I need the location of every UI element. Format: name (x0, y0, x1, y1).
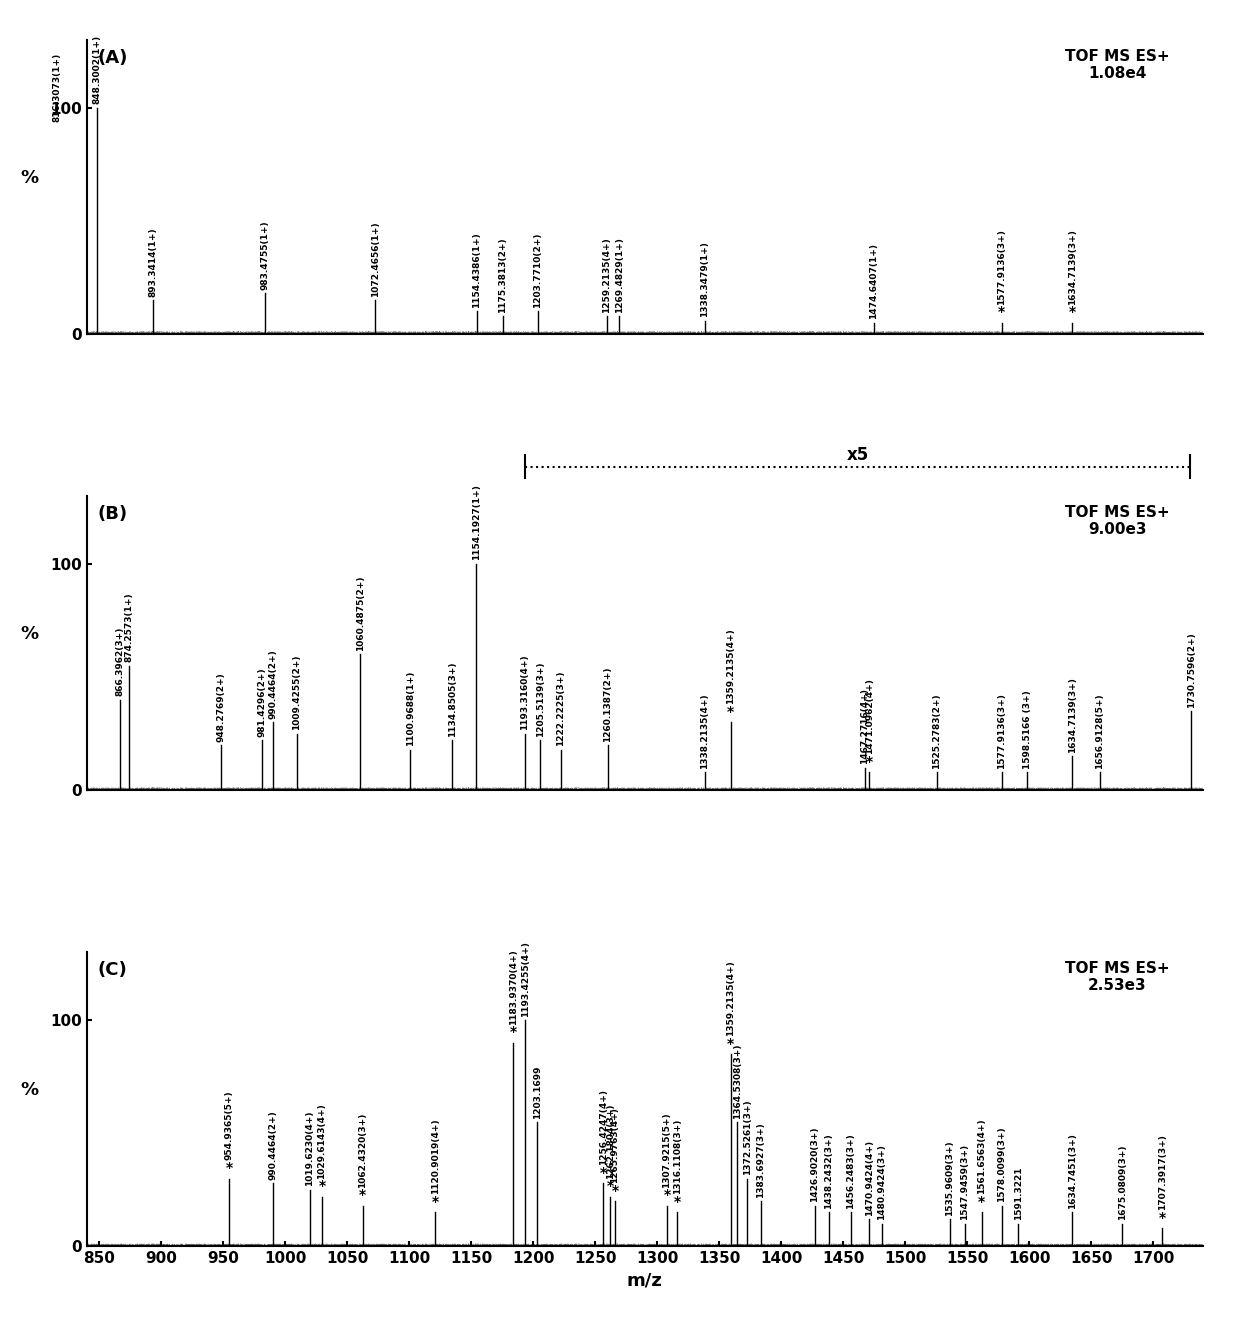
Text: 1456.2483(3+): 1456.2483(3+) (847, 1134, 856, 1209)
Text: 1316.1108(3+): 1316.1108(3+) (672, 1119, 682, 1195)
Text: 1675.0809(3+): 1675.0809(3+) (1117, 1144, 1127, 1220)
Text: 1072.4656(1+): 1072.4656(1+) (371, 221, 379, 297)
Text: 816.3073(1+): 816.3073(1+) (53, 53, 62, 122)
Text: 1175.3813(2+): 1175.3813(2+) (498, 237, 507, 313)
Text: *: * (727, 705, 734, 719)
Text: 1134.8505(3+): 1134.8505(3+) (448, 662, 456, 737)
Text: 954.9365(5+): 954.9365(5+) (224, 1091, 234, 1160)
Text: 1203.1699: 1203.1699 (533, 1065, 542, 1119)
Text: 1203.7710(2+): 1203.7710(2+) (533, 232, 542, 308)
Y-axis label: %: % (20, 168, 38, 187)
Text: *: * (226, 1162, 233, 1175)
Text: 1561.6563(4+): 1561.6563(4+) (977, 1119, 986, 1195)
Text: 1578.0099(3+): 1578.0099(3+) (997, 1127, 1007, 1203)
Y-axis label: %: % (20, 1081, 38, 1099)
Text: 1029.6143(4+): 1029.6143(4+) (317, 1103, 326, 1179)
Text: *: * (663, 1188, 671, 1203)
Text: TOF MS ES+
1.08e4: TOF MS ES+ 1.08e4 (1065, 49, 1169, 81)
Text: 1535.9609(3+): 1535.9609(3+) (945, 1140, 955, 1216)
Text: 1120.9019(4+): 1120.9019(4+) (430, 1119, 440, 1195)
Text: *: * (978, 1195, 986, 1209)
Text: 1634.7139(3+): 1634.7139(3+) (1068, 678, 1076, 753)
Text: 1338.2135(4+): 1338.2135(4+) (701, 693, 709, 769)
Text: 1193.4255(4+): 1193.4255(4+) (521, 940, 529, 1017)
Text: 1547.9459(3+): 1547.9459(3+) (960, 1144, 970, 1220)
Y-axis label: %: % (20, 625, 38, 643)
Text: 1259.2135(4+): 1259.2135(4+) (603, 237, 611, 313)
Text: 1359.2135(4+): 1359.2135(4+) (727, 629, 735, 704)
Text: 1019.6230(4+): 1019.6230(4+) (305, 1111, 314, 1187)
Text: (A): (A) (98, 49, 128, 66)
Text: *: * (1159, 1211, 1166, 1225)
Text: 1426.9020(3+): 1426.9020(3+) (810, 1127, 820, 1203)
Text: 1265.9763(4+): 1265.9763(4+) (610, 1107, 620, 1183)
Text: 1634.7451(3+): 1634.7451(3+) (1068, 1134, 1076, 1209)
Text: 1062.4320(3+): 1062.4320(3+) (358, 1113, 367, 1188)
Text: 1470.9424(4+): 1470.9424(4+) (864, 1140, 874, 1216)
Text: 1262.1804(3+): 1262.1804(3+) (606, 1103, 615, 1179)
Text: 848.3002(1+): 848.3002(1+) (93, 36, 102, 105)
Text: 983.4755(1+): 983.4755(1+) (260, 220, 269, 290)
Text: 990.4464(2+): 990.4464(2+) (269, 1110, 278, 1180)
Text: x5: x5 (847, 446, 868, 464)
Text: 893.3414(1+): 893.3414(1+) (149, 227, 157, 297)
Text: *: * (1069, 305, 1076, 320)
Text: 1100.9688(1+): 1100.9688(1+) (405, 671, 415, 747)
Text: TOF MS ES+
9.00e3: TOF MS ES+ 9.00e3 (1065, 505, 1169, 537)
Text: 1307.9215(5+): 1307.9215(5+) (662, 1113, 672, 1188)
Text: *: * (606, 1179, 614, 1193)
Text: (C): (C) (98, 961, 128, 979)
Text: 981.4296(2+): 981.4296(2+) (258, 667, 267, 737)
Text: *: * (319, 1179, 325, 1193)
Text: 1730.7596(2+): 1730.7596(2+) (1187, 633, 1195, 708)
Text: TOF MS ES+
2.53e3: TOF MS ES+ 2.53e3 (1065, 961, 1169, 993)
Text: *: * (727, 1037, 734, 1050)
Text: *: * (673, 1195, 681, 1209)
Text: 1009.4255(2+): 1009.4255(2+) (293, 655, 301, 731)
Text: 1338.3479(1+): 1338.3479(1+) (701, 241, 709, 317)
Text: *: * (360, 1188, 366, 1203)
Text: *: * (998, 305, 1006, 320)
Text: (B): (B) (98, 505, 128, 522)
Text: 990.4464(2+): 990.4464(2+) (269, 650, 278, 719)
Text: 866.3962(3+): 866.3962(3+) (115, 627, 124, 696)
Text: 1577.9136(3+): 1577.9136(3+) (997, 229, 1007, 305)
Text: 948.2769(2+): 948.2769(2+) (217, 672, 226, 741)
Text: 1060.4875(2+): 1060.4875(2+) (356, 575, 365, 651)
Text: 1467.2716(4+): 1467.2716(4+) (861, 688, 869, 764)
Text: 1154.4386(1+): 1154.4386(1+) (472, 232, 481, 308)
Text: *: * (600, 1166, 606, 1180)
Text: 1656.9128(5+): 1656.9128(5+) (1095, 693, 1105, 769)
Text: 1591.3221: 1591.3221 (1014, 1167, 1023, 1220)
Text: 1183.9370(4+): 1183.9370(4+) (508, 949, 518, 1025)
Text: 1634.7139(3+): 1634.7139(3+) (1068, 229, 1076, 305)
Text: 1193.3160(4+): 1193.3160(4+) (521, 655, 529, 731)
Text: 1480.9424(3+): 1480.9424(3+) (877, 1144, 887, 1220)
Text: 1269.4829(1+): 1269.4829(1+) (615, 237, 624, 313)
Text: 1471.0962(4+): 1471.0962(4+) (864, 678, 874, 754)
Text: 1383.6927(3+): 1383.6927(3+) (756, 1122, 765, 1197)
Text: 1707.3917(3+): 1707.3917(3+) (1158, 1134, 1167, 1211)
X-axis label: m/z: m/z (627, 1272, 662, 1290)
Text: 1438.2432(3+): 1438.2432(3+) (825, 1134, 833, 1209)
Text: *: * (611, 1184, 619, 1197)
Text: 1364.5308(3+): 1364.5308(3+) (733, 1044, 742, 1119)
Text: 1577.9136(3+): 1577.9136(3+) (997, 693, 1007, 769)
Text: 1359.2135(4+): 1359.2135(4+) (727, 960, 735, 1036)
Text: *: * (866, 754, 873, 769)
Text: *: * (510, 1025, 517, 1040)
Text: 1154.1927(1+): 1154.1927(1+) (472, 484, 481, 561)
Text: 1474.6407(1+): 1474.6407(1+) (869, 244, 878, 320)
Text: 1222.2225(3+): 1222.2225(3+) (557, 671, 565, 747)
Text: 1256.4247(4+): 1256.4247(4+) (599, 1089, 608, 1166)
Text: 1525.2783(2+): 1525.2783(2+) (932, 693, 941, 769)
Text: *: * (432, 1195, 439, 1209)
Text: 874.2573(1+): 874.2573(1+) (125, 593, 134, 663)
Text: 1598.5166 (3+): 1598.5166 (3+) (1023, 690, 1032, 769)
Text: 1205.5139(3+): 1205.5139(3+) (536, 662, 544, 737)
Text: 1260.1387(2+): 1260.1387(2+) (604, 666, 613, 741)
Text: 1372.5261(3+): 1372.5261(3+) (743, 1099, 751, 1175)
